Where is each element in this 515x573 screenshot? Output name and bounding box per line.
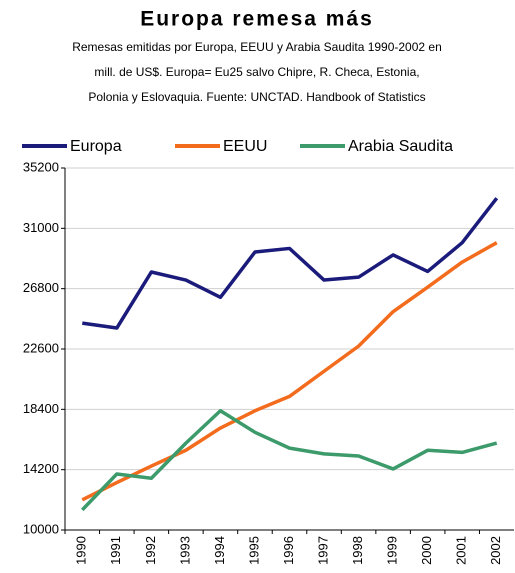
y-tick-label: 22600 — [23, 340, 59, 355]
x-tick-label: 1995 — [246, 536, 261, 565]
chart-title: Europa remesa más — [140, 8, 374, 31]
subtitle: mill. de US$. Europa= Eu25 salvo Chipre,… — [94, 65, 419, 79]
x-tick-label: 2002 — [488, 536, 503, 565]
y-tick-label: 26800 — [23, 280, 59, 295]
x-tick-label: 1994 — [212, 536, 227, 565]
legend-label: Europa — [70, 138, 122, 155]
x-tick-label: 1992 — [143, 536, 158, 565]
y-tick-label: 10000 — [23, 521, 59, 536]
subtitle: Polonia y Eslovaquia. Fuente: UNCTAD. Ha… — [88, 90, 425, 104]
x-tick-label: 1990 — [74, 536, 89, 565]
y-tick-label: 31000 — [23, 220, 59, 235]
subtitle: Remesas emitidas por Europa, EEUU y Arab… — [72, 40, 442, 54]
legend-label: Arabia Saudita — [348, 138, 453, 155]
x-tick-label: 2000 — [419, 536, 434, 565]
legend-label: EEUU — [223, 138, 267, 155]
line-series — [81, 409, 498, 512]
line-series — [81, 241, 498, 502]
x-tick-label: 1997 — [315, 536, 330, 565]
x-tick-label: 1996 — [281, 536, 296, 565]
y-tick-label: 18400 — [23, 401, 59, 416]
x-tick-label: 1991 — [108, 536, 123, 565]
line-series — [82, 197, 499, 330]
y-tick-label: 35200 — [23, 159, 59, 174]
y-tick-label: 14200 — [23, 461, 59, 476]
x-tick-label: 1993 — [177, 536, 192, 565]
x-tick-label: 1999 — [385, 536, 400, 565]
x-tick-label: 2001 — [454, 536, 469, 565]
x-tick-label: 1998 — [350, 536, 365, 565]
